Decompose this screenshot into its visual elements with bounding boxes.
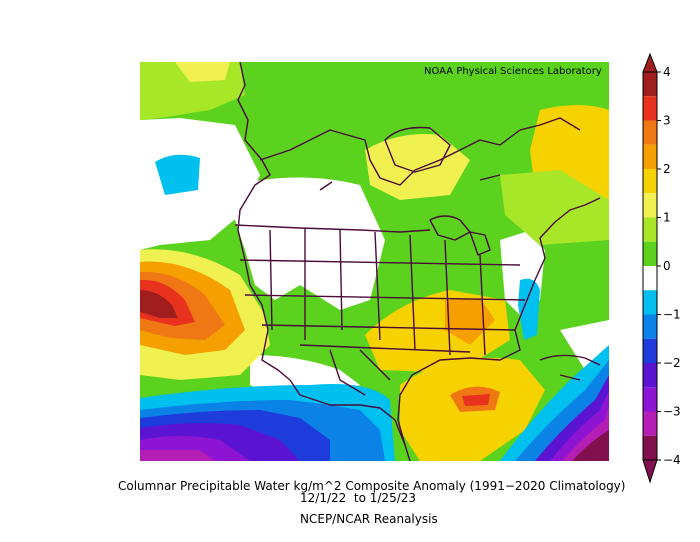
field-gulf-alaska-cyan [155,154,200,195]
colorbar-arrow-top [642,52,658,73]
colorbar-tick-label: 3 [663,114,671,128]
boundaries [234,62,601,461]
colorbar-segment [643,290,657,315]
colorbar-segment [643,193,657,218]
field-east-lightgreen [500,170,609,245]
colorbar-segment [643,435,657,460]
credit-label: NOAA Physical Sciences Laboratory [424,66,602,77]
colorbar-segment [643,144,657,169]
caption-source: NCEP/NCAR Reanalysis [300,512,438,526]
field-west-white [235,177,385,310]
colorbar-segment [643,169,657,194]
colorbar-segment [643,96,657,121]
caption-title: Columnar Precipitable Water kg/m^2 Compo… [118,479,626,493]
map-panel [140,62,609,461]
colorbar-tick-label: 1 [663,211,671,225]
colorbar-arrow-bottom [642,459,658,484]
field-se-darkmagenta [572,418,609,461]
colorbar-segment [643,411,657,436]
colorbar-tick-label: 0 [663,259,671,273]
colorbar-segment [643,72,657,97]
colorbar-segment [643,363,657,388]
colorbar-segment [643,338,657,363]
colorbar-tick-label: −4 [663,453,681,467]
field-hudson-yellow [365,134,470,200]
colorbar-segment [643,314,657,339]
colorbar-tick-label: −1 [663,308,681,322]
colorbar-segment [643,266,657,291]
field-gulf-deep-orange [462,394,490,406]
colorbar-segment [643,387,657,412]
caption-dates: 12/1/22 to 1/25/23 [300,491,417,505]
field-atlantic-cyan [518,278,540,340]
field-pacific-nw-white [140,118,260,250]
colorbar-tick-label: −3 [663,405,681,419]
colorbar-tick-label: 4 [663,65,671,79]
field-pacific-darkred [140,290,178,318]
field-north-yellow-tip [175,62,230,82]
colorbar-tick-label: −2 [663,356,681,370]
colorbar-segment [643,217,657,242]
colorbar: 4 3 2 1 0 −1 −2 −3 −4 [642,52,681,484]
colorbar-segment [643,120,657,145]
field-sw-magenta [140,450,215,461]
colorbar-segment [643,241,657,266]
colorbar-tick-label: 2 [663,162,671,176]
